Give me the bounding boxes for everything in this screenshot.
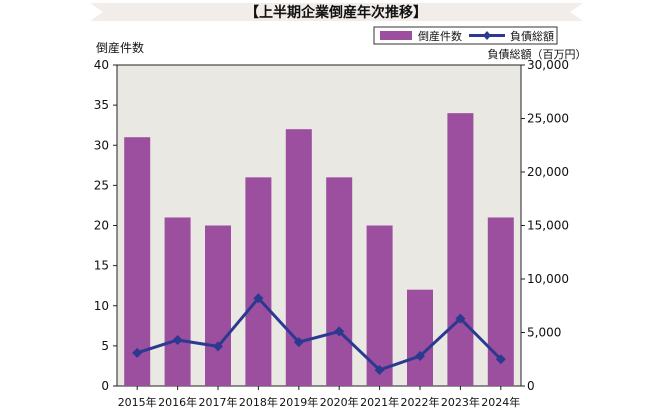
bar-2016年 xyxy=(164,217,191,386)
x-axis-tick-label: 2024年 xyxy=(481,395,520,409)
left-axis-tick-label: 40 xyxy=(94,58,109,72)
x-axis-tick-label: 2016年 xyxy=(158,395,197,409)
bar-2017年 xyxy=(205,225,231,386)
debt-point-2018年 xyxy=(253,293,264,304)
debt-point-2022年 xyxy=(415,351,425,362)
legend-swatch-bar xyxy=(380,31,412,40)
left-axis-tick-label: 25 xyxy=(94,178,109,192)
x-axis-tick-label: 2022年 xyxy=(401,395,440,409)
right-axis-tick-label: 20,000 xyxy=(527,165,569,179)
left-axis-tick-label: 5 xyxy=(101,339,109,353)
legend: 倒産件数 負債総額 xyxy=(373,26,558,45)
x-axis-tick-label: 2018年 xyxy=(239,395,278,409)
debt-point-2016年 xyxy=(172,334,183,345)
debt-point-2020年 xyxy=(334,326,345,337)
debt-point-2017年 xyxy=(213,341,223,352)
bar-2021年 xyxy=(366,225,393,386)
title-banner xyxy=(90,3,583,21)
right-axis-tick-label: 10,000 xyxy=(527,272,569,286)
chart-title: 【上半期企業倒産年次推移】 xyxy=(245,4,427,21)
x-axis: 2015年 2016年 2017年 2018年 2019年 2020年 2021年 2022年… xyxy=(118,386,520,409)
right-axis-title: 負債総額（百万円） xyxy=(488,47,587,61)
bar-2015年 xyxy=(124,137,151,386)
line-series xyxy=(132,293,506,375)
left-axis-title: 倒産件数 xyxy=(96,40,144,55)
left-axis-tick-label: 30 xyxy=(94,138,109,152)
right-axis-tick-label: 15,000 xyxy=(527,219,569,233)
bar-2023年 xyxy=(447,113,474,387)
bar-2019年 xyxy=(285,129,312,386)
debt-point-2024年 xyxy=(495,354,506,365)
debt-point-2019年 xyxy=(293,337,304,348)
bar-series xyxy=(124,113,514,387)
right-axis: 0 5,000 10,000 15,000 20,000 25,000 30,000 xyxy=(521,58,569,393)
left-axis-tick-label: 0 xyxy=(101,379,109,393)
left-axis-tick-label: 35 xyxy=(94,98,109,112)
left-axis-tick-label: 10 xyxy=(94,299,109,313)
x-axis-tick-label: 2021年 xyxy=(360,395,399,409)
left-axis-tick-label: 15 xyxy=(94,259,109,273)
x-axis-tick-label: 2020年 xyxy=(320,395,359,409)
x-axis-tick-label: 2017年 xyxy=(199,395,238,409)
right-axis-tick-label: 30,000 xyxy=(527,58,569,72)
debt-line xyxy=(136,296,502,372)
debt-point-2021年 xyxy=(374,364,385,375)
right-axis-tick-label: 0 xyxy=(527,379,535,393)
x-axis-tick-label: 2015年 xyxy=(118,395,157,409)
right-axis-tick-label: 5,000 xyxy=(527,326,561,340)
left-axis: 0 5 10 15 20 25 30 35 40 xyxy=(94,58,117,393)
bar-2018年 xyxy=(245,177,272,386)
x-axis-tick-label: 2019年 xyxy=(279,395,318,409)
left-axis-tick-label: 20 xyxy=(94,219,109,233)
legend-label-line: 負債総額 xyxy=(510,29,554,43)
debt-point-2023年 xyxy=(455,313,466,324)
legend-label-bar: 倒産件数 xyxy=(418,30,462,43)
legend-box xyxy=(373,26,558,45)
bar-2022年 xyxy=(407,289,433,386)
right-axis-tick-label: 25,000 xyxy=(527,112,569,126)
debt-point-2015年 xyxy=(132,347,143,358)
legend-swatch-marker xyxy=(483,31,491,40)
x-axis-tick-label: 2023年 xyxy=(441,395,480,409)
bar-2020年 xyxy=(326,177,353,386)
